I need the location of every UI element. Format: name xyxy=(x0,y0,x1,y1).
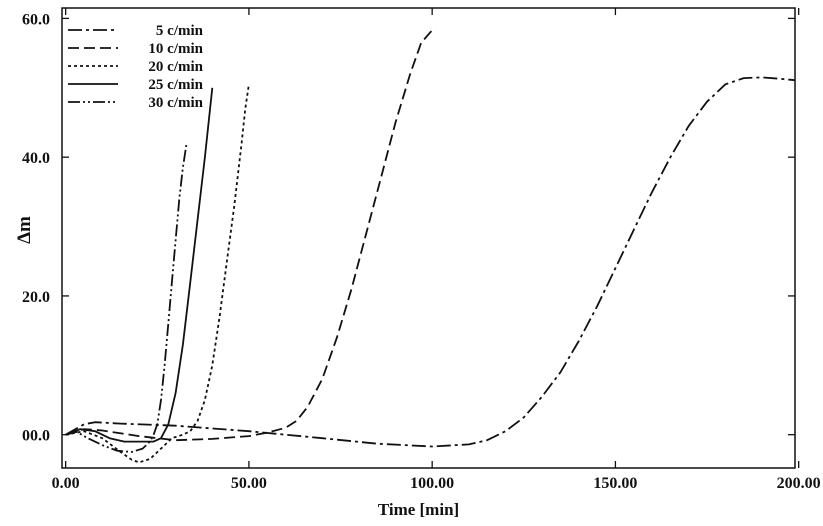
y-tick-label-2: 40.0 xyxy=(22,150,50,167)
legend-label-4: 25 c/min xyxy=(148,77,203,93)
series-line-4 xyxy=(65,87,214,443)
y-tick-label-0: 00.0 xyxy=(22,428,50,445)
series-line-2 xyxy=(65,27,437,442)
x-tick-label-2: 100.00 xyxy=(410,475,454,492)
y-tick-label-3: 60.0 xyxy=(22,11,50,28)
x-axis-label: Time [min] xyxy=(378,500,459,519)
x-tick-label-4: 200.00 xyxy=(777,475,821,492)
y-axis-label: Δm xyxy=(14,216,35,244)
legend-label-2: 10 c/min xyxy=(148,41,203,57)
legend-label-3: 20 c/min xyxy=(148,59,203,75)
series-line-3 xyxy=(65,84,250,464)
plot-frame xyxy=(61,7,796,469)
series-line-1 xyxy=(65,76,796,448)
x-tick-label-1: 50.00 xyxy=(231,475,267,492)
x-tick-label-0: 0.00 xyxy=(52,475,80,492)
series-line-5 xyxy=(65,143,188,453)
x-tick-label-3: 150.00 xyxy=(593,475,637,492)
legend-label-1: 5 c/min xyxy=(156,23,204,39)
legend-label-5: 30 c/min xyxy=(148,95,203,111)
y-tick-label-1: 20.0 xyxy=(22,289,50,306)
